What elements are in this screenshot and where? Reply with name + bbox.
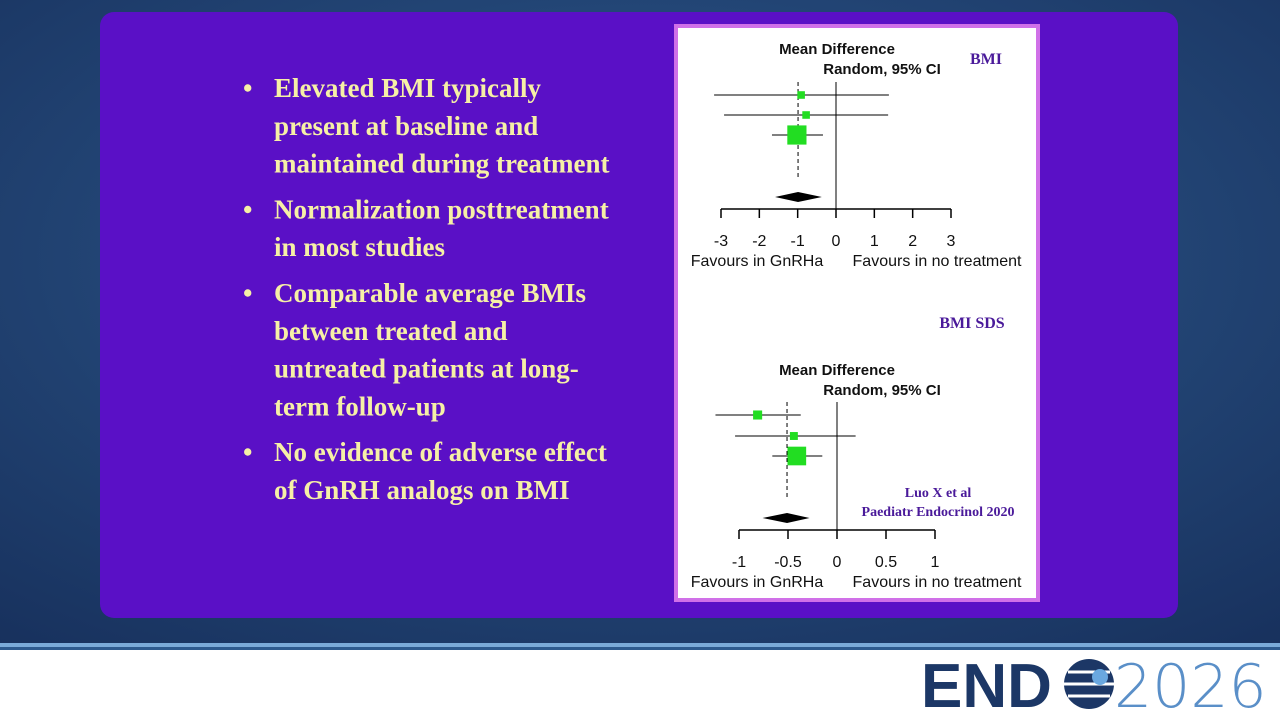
estimate: [753, 410, 763, 420]
x-tick-label: 2: [908, 233, 917, 250]
bullet-text: Normalization posttreatment: [274, 194, 609, 224]
bullet-text: maintained during treatment: [274, 149, 610, 179]
x-tick-label: 0.5: [875, 554, 897, 571]
plot-header: Random, 95% CI: [823, 382, 941, 399]
bullet-text: between treated and: [274, 316, 507, 346]
estimate: [789, 432, 798, 440]
x-tick-label: -1: [791, 233, 805, 250]
plot-header: Mean Difference: [779, 41, 895, 58]
logo-year: 2026: [1114, 652, 1267, 720]
logo-globe: [1064, 659, 1114, 709]
x-label: Favours in GnRHa: [691, 253, 824, 270]
citation: Paediatr Endocrinol 2020: [862, 505, 1015, 520]
plot-title: BMI: [970, 51, 1002, 68]
x-tick-label: 0: [832, 233, 841, 250]
x-tick-label: 1: [870, 233, 879, 250]
citation: Luo X et al: [905, 486, 972, 501]
estimate: [797, 91, 805, 99]
x-tick-label: 3: [947, 233, 956, 250]
x-tick-label: 1: [931, 554, 940, 571]
bullet-text: untreated patients at long-: [274, 354, 579, 384]
plot-header: Mean Difference: [779, 362, 895, 379]
bullet-text: No evidence of adverse effect: [274, 437, 607, 467]
overall-diamond: [775, 192, 822, 202]
x-tick-label: -1: [732, 554, 746, 571]
bullet-text: present at baseline and: [274, 111, 538, 141]
plot-title: BMI SDS: [939, 315, 1004, 332]
bullet-text: Elevated BMI typically: [274, 73, 541, 103]
bullet-text: of GnRH analogs on BMI: [274, 475, 570, 505]
estimate: [802, 111, 810, 119]
bullet-text: Comparable average BMIs: [274, 278, 586, 308]
bullet-symbol: •: [243, 194, 252, 224]
bullet-text: in most studies: [274, 232, 445, 262]
figure-panel: [674, 24, 1040, 602]
bullet-text: term follow-up: [274, 391, 446, 421]
plot-header: Random, 95% CI: [823, 61, 941, 78]
rule: [0, 643, 1280, 647]
bullet-symbol: •: [243, 437, 252, 467]
x-label: Favours in GnRHa: [691, 574, 824, 591]
x-label: Favours in no treatment: [853, 253, 1023, 270]
x-label: Favours in no treatment: [853, 574, 1023, 591]
estimate: [787, 446, 807, 466]
estimate: [787, 125, 807, 145]
x-tick-label: -2: [752, 233, 766, 250]
bullet-symbol: •: [243, 73, 252, 103]
x-tick-label: -3: [714, 233, 728, 250]
bullet-symbol: •: [243, 278, 252, 308]
x-tick-label: 0: [833, 554, 842, 571]
x-tick-label: -0.5: [774, 554, 802, 571]
overall-diamond: [762, 513, 810, 523]
rule: [0, 647, 1280, 650]
logo-brand: END: [921, 652, 1052, 720]
